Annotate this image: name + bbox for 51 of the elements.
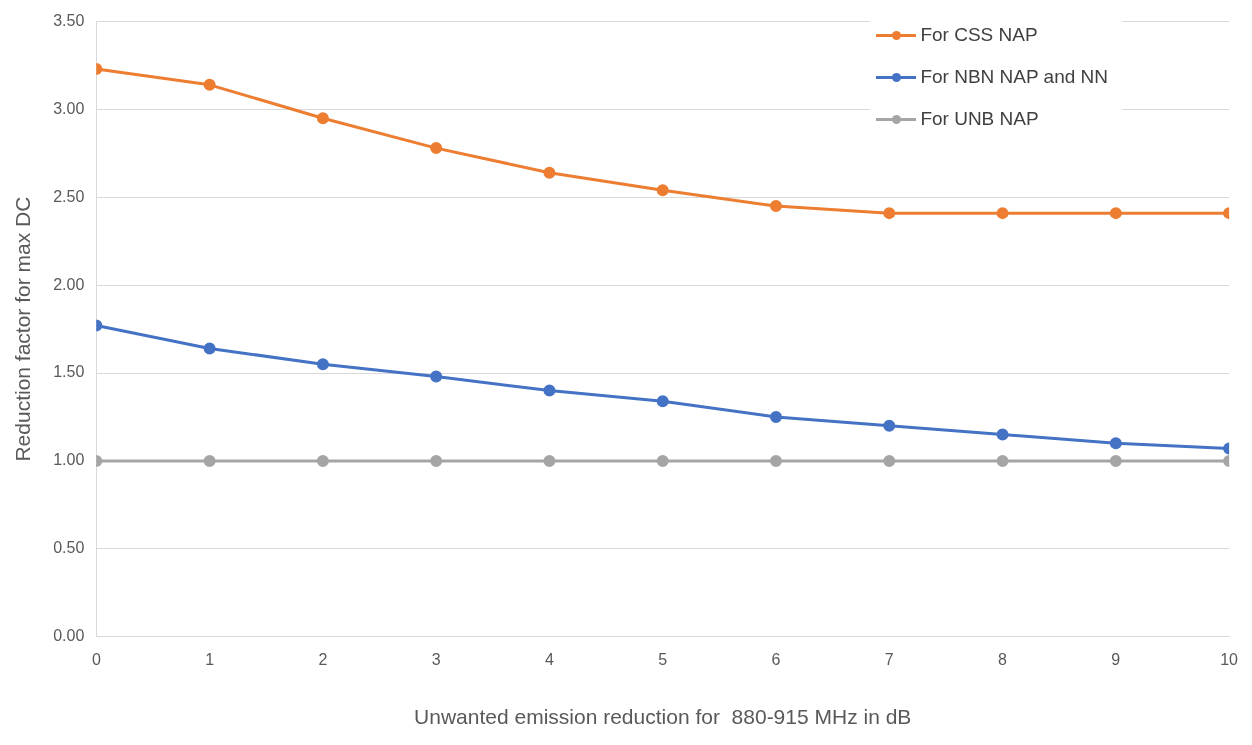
legend-label: For UNB NAP: [920, 108, 1039, 130]
point: [430, 370, 443, 383]
point: [1109, 437, 1122, 450]
x-tick-label: 2: [318, 650, 328, 668]
point: [203, 342, 216, 355]
point: [316, 358, 329, 371]
x-tick-label: 1: [205, 650, 215, 668]
y-tick-label: 0.50: [53, 539, 85, 557]
x-tick-label: 9: [1111, 650, 1121, 668]
point: [770, 454, 782, 467]
point: [996, 207, 1009, 220]
point: [770, 200, 782, 213]
y-tick-label: 1.50: [53, 363, 85, 381]
point: [543, 166, 556, 179]
point: [883, 419, 896, 432]
y-tick-label: 2.00: [53, 275, 85, 293]
point: [770, 410, 782, 423]
point: [316, 112, 329, 125]
point: [543, 384, 556, 397]
point: [656, 395, 669, 408]
point: [656, 454, 669, 467]
point: [883, 454, 896, 467]
y-tick-label: 0.00: [53, 627, 85, 645]
point: [1109, 454, 1122, 467]
point: [996, 454, 1009, 467]
y-tick-label: 1.00: [53, 451, 85, 469]
legend-label: For CSS NAP: [920, 24, 1038, 46]
point: [203, 454, 216, 467]
point: [316, 454, 329, 467]
x-axis-title: Unwanted emission reduction for 880-915 MHz in dB: [414, 705, 912, 729]
point: [996, 428, 1009, 441]
point: [883, 207, 896, 220]
x-tick-label: 8: [998, 650, 1008, 668]
x-tick-label: 7: [884, 650, 894, 668]
point: [430, 454, 443, 467]
point: [430, 142, 443, 155]
x-tick-label: 6: [771, 650, 781, 668]
x-tick-label: 4: [544, 650, 554, 668]
point: [656, 184, 669, 197]
y-axis-title: Reduction factor for max DC: [11, 196, 35, 462]
x-tick-label: 3: [431, 650, 441, 668]
x-tick-label: 5: [658, 650, 668, 668]
y-tick-label: 3.00: [53, 99, 85, 117]
x-tick-label: 0: [91, 650, 101, 668]
point: [1109, 207, 1122, 220]
x-tick-label: 10: [1220, 650, 1239, 668]
point: [543, 454, 556, 467]
y-tick-label: 2.50: [53, 187, 85, 205]
point: [203, 78, 216, 91]
legend-label: For NBN NAP and NN: [920, 66, 1108, 88]
y-tick-label: 3.50: [53, 12, 85, 30]
